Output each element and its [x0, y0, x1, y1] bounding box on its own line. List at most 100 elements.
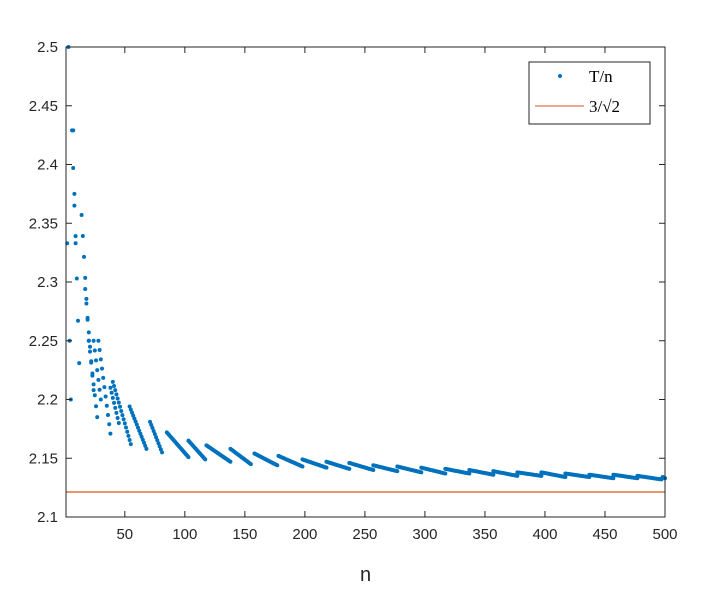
data-point	[116, 400, 121, 405]
data-point	[86, 338, 91, 343]
data-point	[84, 301, 89, 306]
data-point	[347, 466, 352, 471]
data-point	[92, 348, 97, 353]
data-point	[92, 393, 97, 398]
data-point	[149, 422, 154, 427]
data-point	[157, 444, 162, 449]
data-point	[80, 233, 85, 238]
y-tick-label: 2.5	[37, 39, 58, 56]
y-tick-label: 2.1	[37, 509, 58, 526]
data-point	[114, 410, 119, 415]
data-point	[154, 435, 159, 440]
data-point	[132, 416, 137, 421]
data-point	[113, 405, 118, 410]
data-point	[137, 428, 142, 433]
data-point	[136, 425, 141, 430]
data-point	[125, 429, 130, 434]
y-tick-label: 2.3	[37, 274, 58, 291]
data-point	[100, 366, 105, 371]
data-point	[539, 473, 544, 478]
data-point	[115, 415, 120, 420]
data-point	[83, 275, 88, 280]
data-point	[121, 417, 126, 422]
x-tick-label: 450	[592, 526, 617, 543]
data-point	[419, 470, 424, 475]
data-point	[371, 468, 376, 472]
data-point	[115, 396, 120, 401]
data-point	[82, 254, 87, 259]
data-point	[108, 385, 113, 390]
data-point	[88, 344, 93, 349]
legend-box	[528, 61, 651, 125]
data-point	[118, 404, 123, 409]
data-point	[150, 425, 155, 430]
x-tick-label: 400	[532, 526, 557, 543]
data-point	[106, 413, 111, 418]
data-point	[151, 428, 156, 433]
data-point	[86, 330, 91, 335]
data-point	[102, 385, 107, 390]
data-point	[491, 472, 496, 477]
data-point	[139, 434, 144, 439]
data-point	[91, 338, 96, 343]
legend-label-T-over-n: T/n	[589, 67, 613, 86]
ticks-layer: 50 100 150 200 250 300 350 400 450 500 2.1 2.15 2.2 2…	[29, 39, 678, 543]
data-point	[97, 348, 102, 353]
data-point	[95, 415, 100, 420]
x-tick-label: 150	[232, 526, 257, 543]
x-tick-label: 350	[472, 526, 497, 543]
data-point	[85, 315, 90, 320]
data-point	[90, 371, 95, 376]
data-point	[72, 191, 77, 196]
data-point	[248, 462, 253, 467]
data-point	[228, 459, 233, 464]
data-point	[110, 379, 115, 384]
data-point	[120, 413, 125, 418]
y-tick-label: 2.15	[29, 450, 58, 467]
data-point	[91, 388, 96, 393]
data-point	[152, 432, 157, 437]
data-point	[104, 403, 109, 408]
data-point	[114, 392, 119, 397]
data-point	[98, 397, 103, 402]
legend-label-3-over-sqrt2: 3/√2	[589, 97, 620, 116]
data-point	[138, 431, 143, 436]
data-point	[96, 377, 101, 382]
data-point	[128, 407, 133, 412]
data-point	[515, 473, 520, 478]
data-point	[144, 446, 149, 451]
data-point	[74, 276, 79, 281]
plot-area	[66, 47, 665, 517]
data-point	[95, 368, 100, 373]
data-point	[76, 318, 80, 323]
data-point	[79, 213, 84, 218]
data-point	[156, 441, 161, 446]
x-tick-label: 100	[172, 526, 197, 543]
data-point	[112, 384, 117, 389]
x-tick-label: 300	[412, 526, 437, 543]
x-tick-label: 200	[292, 526, 317, 543]
data-point	[103, 394, 108, 399]
data-point	[128, 442, 133, 447]
data-point	[131, 413, 136, 418]
y-tick-label: 2.25	[29, 333, 58, 350]
data-point	[300, 464, 305, 469]
y-tick-label: 2.35	[29, 215, 58, 232]
x-tick-label: 250	[352, 526, 377, 543]
data-point	[611, 476, 616, 481]
data-point	[94, 358, 99, 363]
data-point	[96, 338, 101, 343]
data-point	[72, 203, 77, 208]
data-point	[133, 419, 138, 424]
data-point	[155, 438, 160, 443]
data-point	[77, 361, 82, 366]
data-point	[563, 475, 568, 480]
data-point	[443, 471, 448, 476]
data-point	[73, 234, 78, 239]
data-point	[71, 166, 76, 171]
y-tick-label: 2.45	[29, 98, 58, 115]
legend: T/n 3/√2	[528, 61, 651, 125]
data-point	[97, 387, 102, 392]
data-point	[130, 410, 135, 415]
